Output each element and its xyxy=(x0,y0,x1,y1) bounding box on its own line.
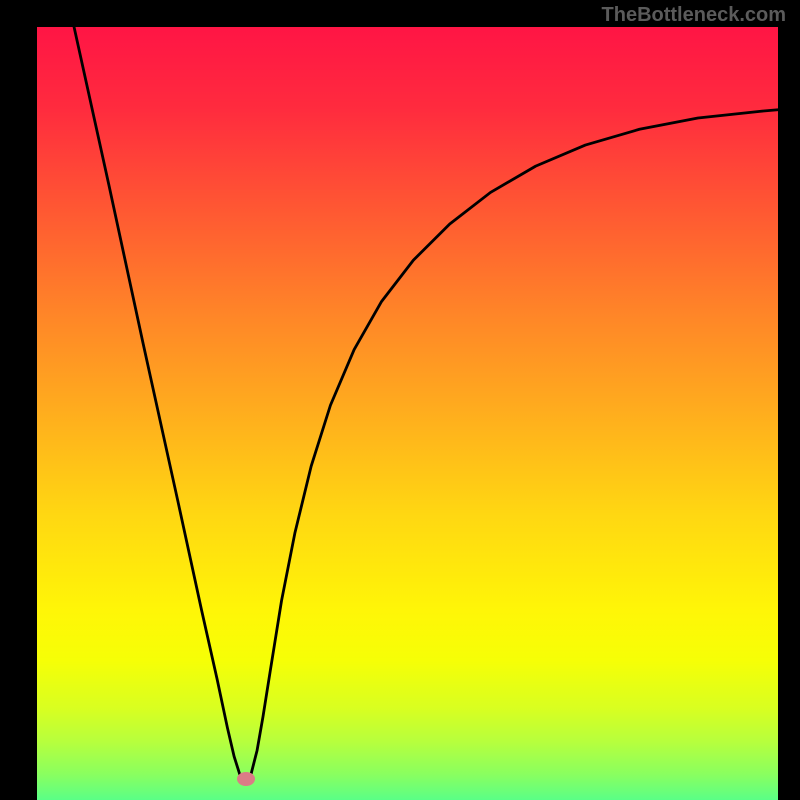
curve-path xyxy=(74,27,778,779)
curve-svg xyxy=(37,27,778,779)
watermark-text: TheBottleneck.com xyxy=(602,4,786,27)
plot-area xyxy=(37,27,778,779)
optimum-marker xyxy=(237,772,255,786)
chart-container: TheBottleneck.com xyxy=(0,0,800,800)
